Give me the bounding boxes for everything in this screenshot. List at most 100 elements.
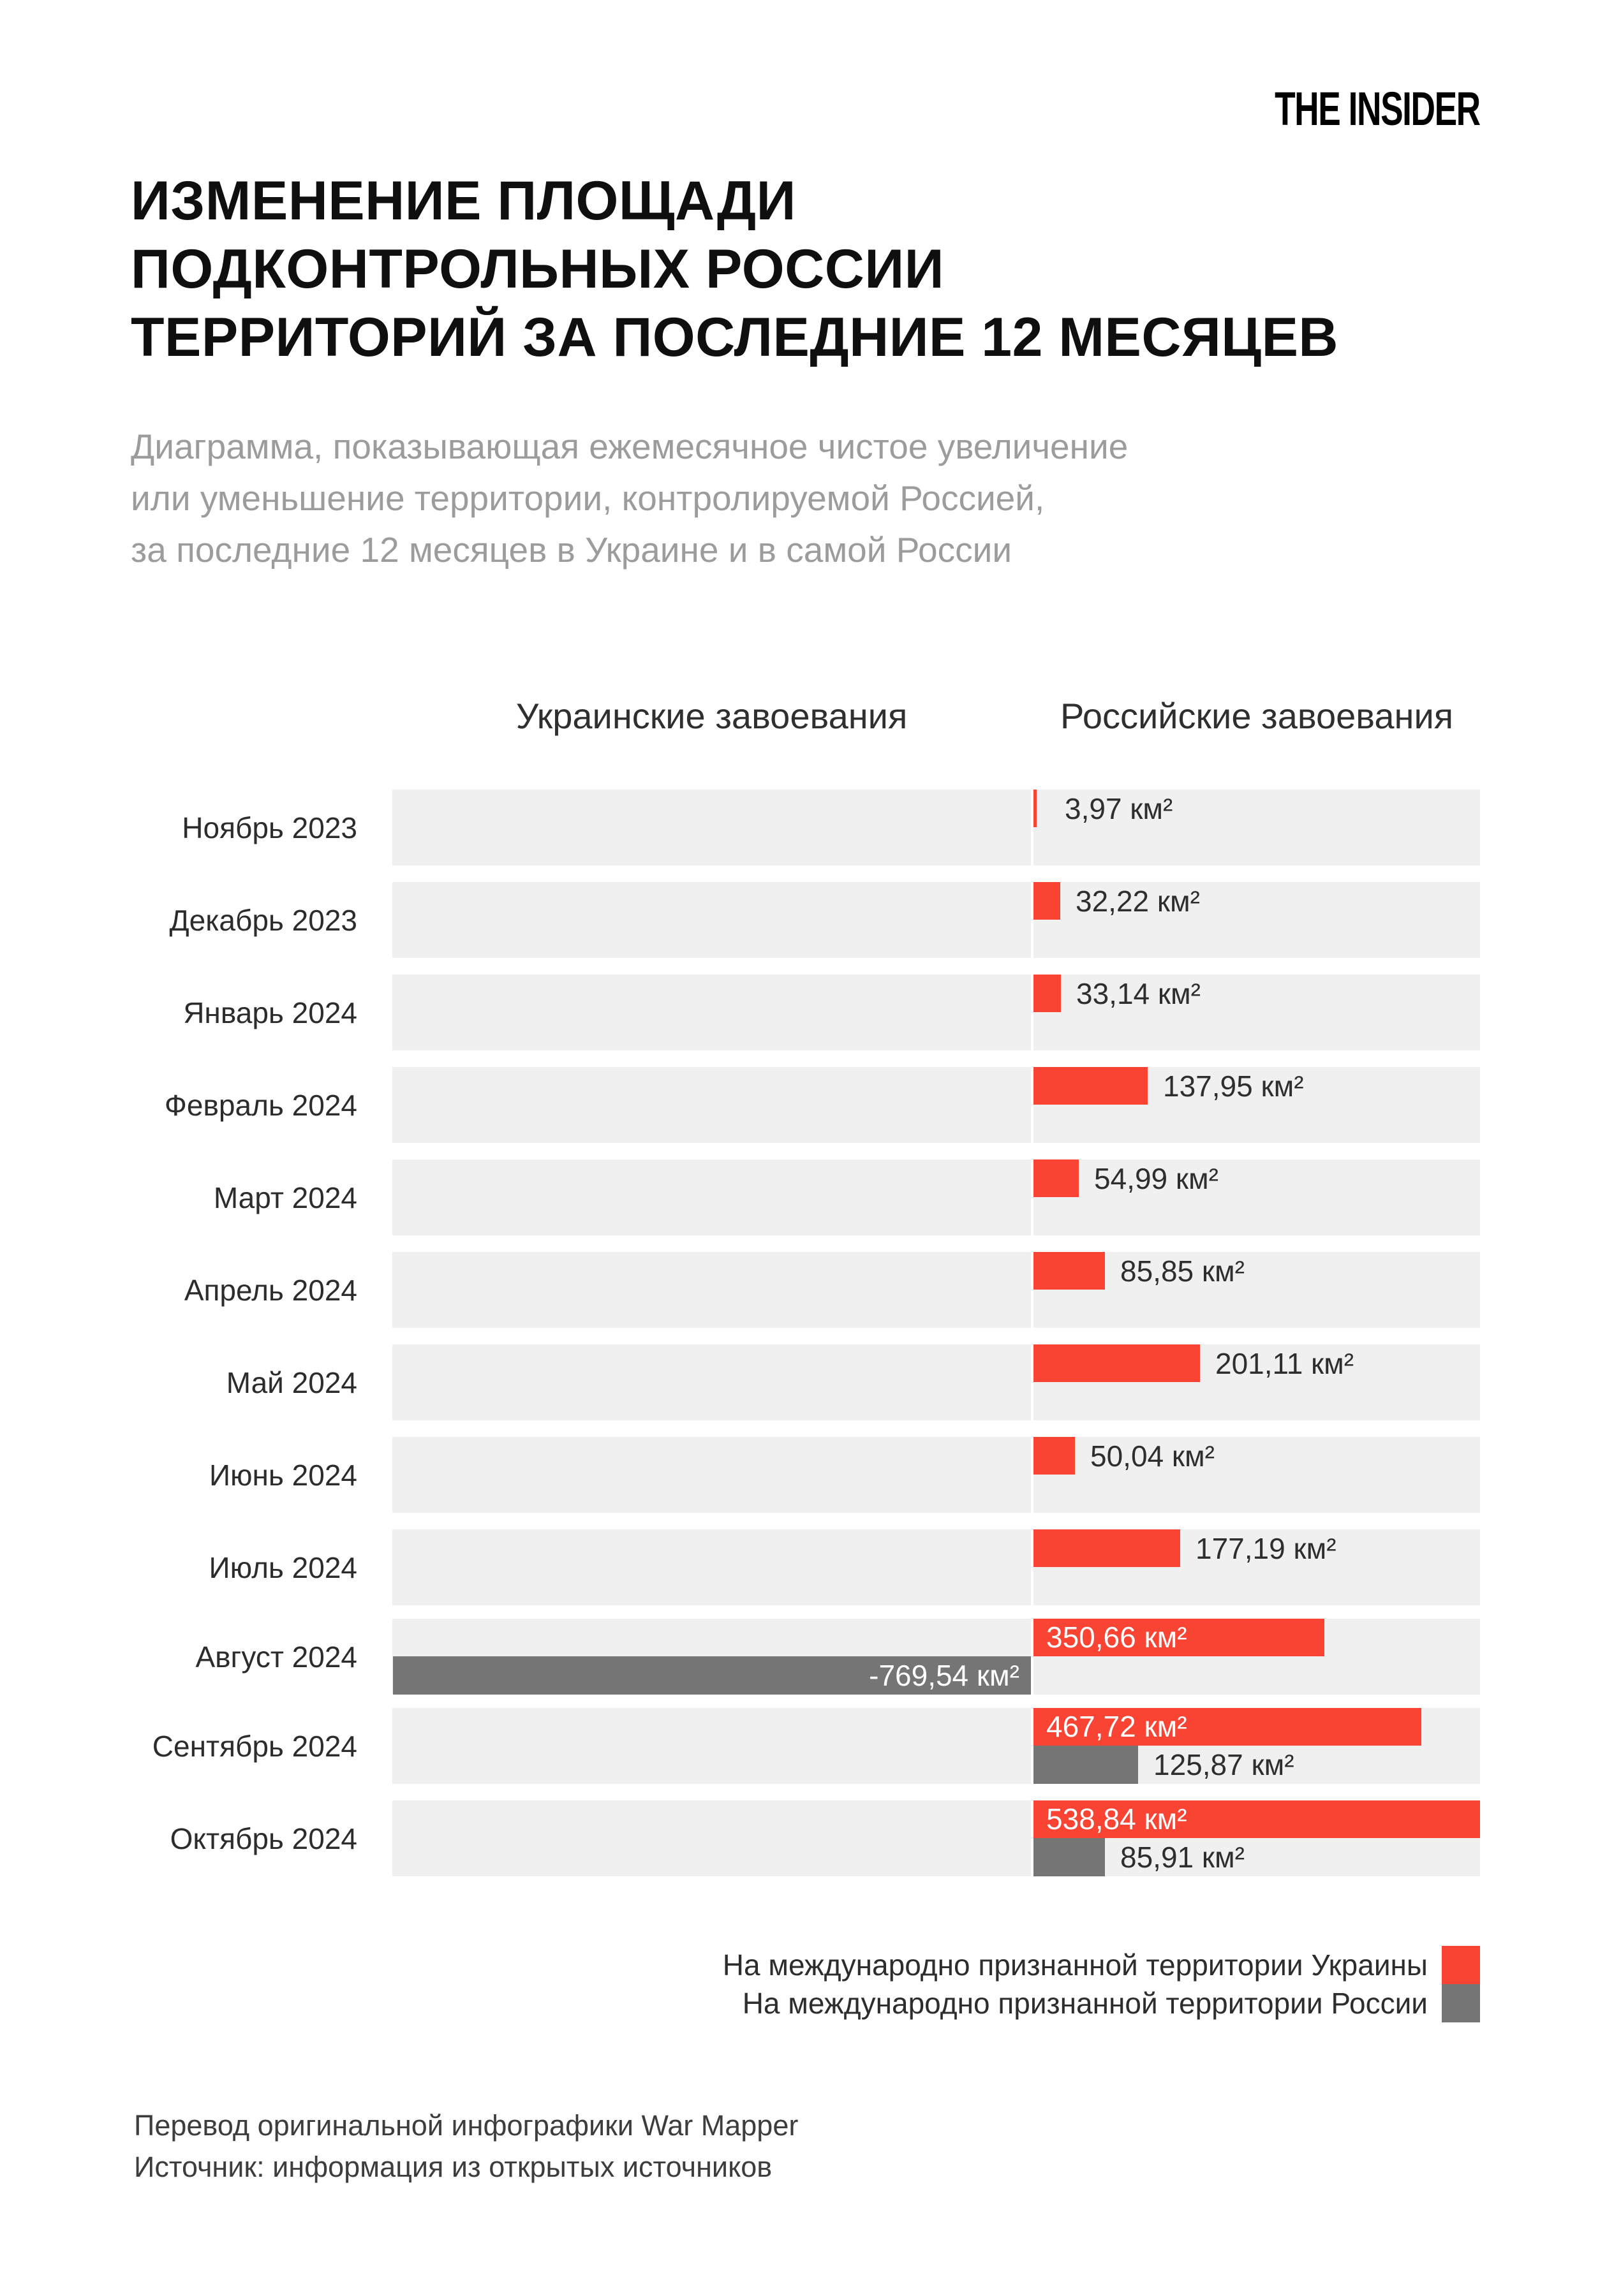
title-line-2: ПОДКОНТРОЛЬНЫХ РОССИИ (131, 239, 945, 300)
footer-credit-line: Перевод оригинальной инфографики War Map… (134, 2109, 799, 2142)
title-line-3: ТЕРРИТОРИЙ ЗА ПОСЛЕДНИЕ 12 МЕСЯЦЕВ (131, 307, 1339, 368)
chart-row: Сентябрь 2024 467,72 км² 125,87 км² (0, 1708, 1614, 1784)
bar-value-label: 33,14 км² (1076, 977, 1201, 1010)
ukraine-territory-gain-bar (1033, 1344, 1200, 1382)
subtitle-line-3: за последние 12 месяцев в Украине и в са… (131, 530, 1012, 570)
month-label: Апрель 2024 (184, 1274, 357, 1307)
diverging-bar-chart: Ноябрь 2023 3,97 км² Декабрь 2023 32,22 км²… (0, 790, 1614, 1876)
chart-row: Февраль 2024 137,95 км² (0, 1067, 1614, 1143)
ukraine-territory-gain-bar (1033, 790, 1037, 827)
month-label: Январь 2024 (183, 996, 357, 1029)
legend: На международно признанной территории Ук… (723, 1946, 1480, 2022)
row-band: 137,95 км² (392, 1067, 1480, 1143)
chart-row: Май 2024 201,11 км² (0, 1344, 1614, 1420)
the-insider-logo: THE INSIDER (1275, 82, 1481, 135)
russia-territory-change-bar (1033, 1746, 1138, 1784)
zero-axis-divider (1031, 1619, 1033, 1695)
zero-axis-divider (1031, 790, 1033, 865)
chart-row: Январь 2024 33,14 км² (0, 975, 1614, 1050)
legend-item-russia-territory: На международно признанной территории Ро… (723, 1984, 1480, 2022)
chart-row: Март 2024 54,99 км² (0, 1159, 1614, 1235)
zero-axis-divider (1031, 1252, 1033, 1328)
zero-axis-divider (1031, 1159, 1033, 1235)
legend-item-ukraine-territory: На международно признанной территории Ук… (723, 1946, 1480, 1984)
chart-row: Август 2024 350,66 км² -769,54 км² (0, 1619, 1614, 1695)
ukraine-territory-gain-bar: 350,66 км² (1033, 1619, 1324, 1656)
row-band: 350,66 км² -769,54 км² (392, 1619, 1480, 1695)
bar-value-label: 3,97 км² (1065, 792, 1173, 825)
row-band: 50,04 км² (392, 1437, 1480, 1513)
ukraine-territory-gain-bar (1033, 1437, 1075, 1475)
zero-axis-divider (1031, 882, 1033, 958)
zero-axis-divider (1031, 1067, 1033, 1143)
bar-value-label: 32,22 км² (1076, 885, 1200, 918)
month-label: Февраль 2024 (164, 1089, 357, 1122)
page-title: ИЗМЕНЕНИЕ ПЛОЩАДИ ПОДКОНТРОЛЬНЫХ РОССИИ … (131, 167, 1338, 372)
legend-gray-swatch-icon (1442, 1984, 1480, 2022)
month-label: Май 2024 (226, 1366, 357, 1399)
bar-value-label: 201,11 км² (1215, 1347, 1354, 1380)
bar-value-label: 85,85 км² (1120, 1255, 1245, 1288)
chart-row: Декабрь 2023 32,22 км² (0, 882, 1614, 958)
row-band: 85,85 км² (392, 1252, 1480, 1328)
month-label: Декабрь 2023 (169, 904, 357, 937)
chart-row: Июль 2024 177,19 км² (0, 1529, 1614, 1605)
ukraine-territory-gain-bar (1033, 1529, 1180, 1567)
russia-territory-change-bar (1033, 1838, 1105, 1876)
bar-value-label: 125,87 км² (1153, 1748, 1294, 1781)
footer: Перевод оригинальной инфографики War Map… (134, 2105, 798, 2188)
month-label: Март 2024 (213, 1181, 357, 1214)
column-header-ukrainian-gains: Украинские завоевания (515, 696, 908, 736)
bar-value-label: 467,72 км² (1046, 1710, 1187, 1743)
legend-label: На международно признанной территории Ро… (742, 1987, 1428, 2020)
month-label: Ноябрь 2023 (182, 811, 357, 844)
ukraine-territory-gain-bar: 538,84 км² (1033, 1800, 1480, 1838)
ukraine-territory-gain-bar (1033, 882, 1060, 920)
zero-axis-divider (1031, 1529, 1033, 1605)
russia-territory-change-bar: -769,54 км² (393, 1656, 1031, 1695)
month-label: Сентябрь 2024 (152, 1730, 357, 1763)
month-label: Июль 2024 (209, 1551, 357, 1584)
zero-axis-divider (1031, 1800, 1033, 1876)
subtitle-line-1: Диаграмма, показывающая ежемесячное чист… (131, 427, 1129, 466)
bar-value-label: 350,66 км² (1046, 1621, 1187, 1654)
ukraine-territory-gain-bar (1033, 975, 1061, 1012)
chart-row: Октябрь 2024 538,84 км² 85,91 км² (0, 1800, 1614, 1876)
bar-value-label: 50,04 км² (1090, 1439, 1215, 1473)
month-label: Октябрь 2024 (170, 1822, 357, 1855)
chart-row: Ноябрь 2023 3,97 км² (0, 790, 1614, 865)
row-band: 32,22 км² (392, 882, 1480, 958)
ukraine-territory-gain-bar (1033, 1067, 1148, 1105)
title-line-1: ИЗМЕНЕНИЕ ПЛОЩАДИ (131, 170, 796, 232)
chart-row: Июнь 2024 50,04 км² (0, 1437, 1614, 1513)
month-label: Август 2024 (195, 1640, 357, 1674)
row-band: 3,97 км² (392, 790, 1480, 865)
bar-value-label: 54,99 км² (1094, 1162, 1218, 1195)
zero-axis-divider (1031, 1437, 1033, 1513)
ukraine-territory-gain-bar (1033, 1159, 1079, 1197)
bar-value-label: -769,54 км² (869, 1659, 1019, 1692)
column-header-russian-gains: Российские завоевания (1060, 696, 1454, 736)
zero-axis-divider (1031, 1344, 1033, 1420)
row-band: 467,72 км² 125,87 км² (392, 1708, 1480, 1784)
zero-axis-divider (1031, 1708, 1033, 1784)
row-band: 201,11 км² (392, 1344, 1480, 1420)
bar-value-label: 85,91 км² (1120, 1841, 1245, 1874)
ukraine-territory-gain-bar (1033, 1252, 1105, 1290)
page-subtitle: Диаграмма, показывающая ежемесячное чист… (131, 421, 1128, 576)
month-label: Июнь 2024 (209, 1459, 357, 1492)
legend-label: На международно признанной территории Ук… (722, 1948, 1428, 1982)
row-band: 538,84 км² 85,91 км² (392, 1800, 1480, 1876)
bar-value-label: 177,19 км² (1196, 1532, 1336, 1565)
row-band: 177,19 км² (392, 1529, 1480, 1605)
row-band: 33,14 км² (392, 975, 1480, 1050)
ukraine-territory-gain-bar: 467,72 км² (1033, 1708, 1421, 1746)
bar-value-label: 137,95 км² (1163, 1070, 1304, 1103)
zero-axis-divider (1031, 975, 1033, 1050)
legend-red-swatch-icon (1442, 1946, 1480, 1984)
bar-value-label: 538,84 км² (1046, 1802, 1187, 1836)
subtitle-line-2: или уменьшение территории, контролируемо… (131, 478, 1045, 518)
chart-row: Апрель 2024 85,85 км² (0, 1252, 1614, 1328)
footer-source-line: Источник: информация из открытых источни… (134, 2151, 773, 2183)
